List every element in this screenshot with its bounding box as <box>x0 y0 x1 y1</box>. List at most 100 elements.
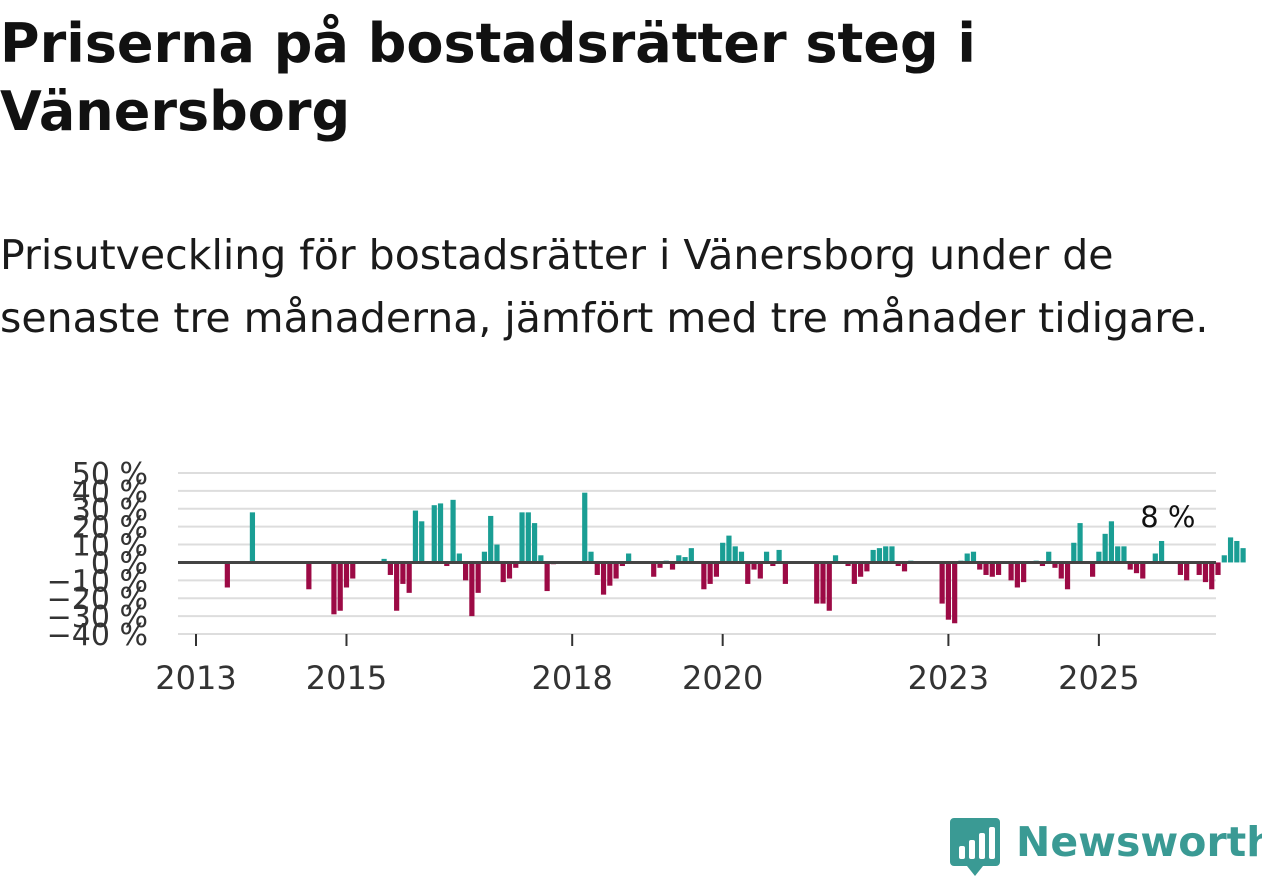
bar <box>1115 546 1121 563</box>
bar <box>939 562 945 604</box>
bar <box>763 551 770 563</box>
bar <box>883 546 889 563</box>
bar <box>1127 562 1133 570</box>
bar <box>676 555 682 563</box>
bar <box>412 510 419 563</box>
bar <box>876 548 883 563</box>
bar <box>1133 562 1140 574</box>
bar <box>870 549 876 563</box>
bar <box>331 562 337 615</box>
bar <box>494 544 500 563</box>
bar <box>701 562 707 590</box>
bar <box>1021 562 1027 583</box>
bar <box>1039 562 1046 567</box>
chart-subtitle: Prisutveckling för bostadsrätter i Väner… <box>0 231 1209 342</box>
x-tick-label: 2018 <box>531 659 612 697</box>
bar <box>619 562 625 567</box>
y-tick-label: −40 % <box>47 618 148 653</box>
bar <box>431 505 437 563</box>
bar <box>1152 553 1158 563</box>
bar <box>1177 562 1183 575</box>
bar <box>832 555 839 563</box>
bar <box>770 562 776 567</box>
x-tick-label: 2023 <box>908 659 989 697</box>
bar <box>1102 533 1108 563</box>
bar <box>613 562 619 579</box>
bar <box>1014 562 1020 588</box>
bar <box>600 562 607 595</box>
bar <box>626 553 632 563</box>
bar-chart: 50 %40 %30 %20 %10 %0 %−10 %−20 %−30 %−4… <box>47 457 1246 697</box>
annotation-label: 8 % <box>1140 500 1195 534</box>
bar <box>707 562 713 584</box>
bar <box>1108 521 1115 563</box>
bar <box>651 562 657 577</box>
bar <box>519 512 525 563</box>
bar <box>820 562 826 604</box>
bar <box>506 562 513 579</box>
bar <box>513 562 519 568</box>
bar <box>481 551 488 563</box>
x-tick-label: 2015 <box>306 659 387 697</box>
bar <box>745 562 751 584</box>
bar <box>306 562 312 590</box>
bar <box>350 562 356 579</box>
bar <box>682 557 688 563</box>
bar <box>1140 562 1146 579</box>
bar <box>607 562 613 586</box>
bar <box>776 549 782 563</box>
bar <box>1090 562 1096 577</box>
bar <box>469 562 475 617</box>
bar <box>1227 537 1234 563</box>
newsworthy-logo[interactable]: Newsworthy <box>950 818 1262 880</box>
bar <box>400 562 406 584</box>
bar <box>475 562 481 593</box>
bar <box>463 562 469 581</box>
chart-title: Priserna på bostadsrätter steg i Vänersb… <box>0 12 976 143</box>
bar <box>588 551 594 563</box>
bar <box>1077 523 1083 563</box>
bar <box>1215 562 1221 575</box>
bar <box>394 562 400 611</box>
bar <box>594 562 600 575</box>
bar <box>964 553 970 563</box>
bar <box>488 515 494 563</box>
bar <box>851 562 857 584</box>
bar <box>1121 546 1127 563</box>
bar <box>977 562 983 570</box>
bar <box>531 523 538 563</box>
y-tick-label: 50 % <box>72 457 148 492</box>
bar <box>889 546 895 563</box>
axes <box>178 560 1216 646</box>
x-tick-label: 2020 <box>682 659 763 697</box>
x-tick-label: 2025 <box>1058 659 1139 697</box>
y-tick-label: 30 % <box>72 493 148 528</box>
brand-name: Newsworthy <box>1016 818 1262 866</box>
bar <box>757 562 763 579</box>
bar <box>952 562 958 624</box>
bar <box>387 562 393 575</box>
bar <box>1209 562 1215 590</box>
bar <box>406 562 412 593</box>
y-tick-label: 0 % <box>91 546 148 581</box>
bar <box>713 562 720 577</box>
bar <box>688 548 694 563</box>
bar <box>1046 551 1052 563</box>
bar <box>751 562 757 570</box>
bar <box>901 562 908 572</box>
x-tick-label: 2013 <box>155 659 236 697</box>
bar <box>983 562 989 575</box>
bar <box>1202 562 1209 583</box>
bar <box>1184 562 1190 581</box>
bar <box>437 503 444 563</box>
bar <box>224 562 230 588</box>
bar <box>1071 542 1077 563</box>
labels: 50 %40 %30 %20 %10 %0 %−10 %−20 %−30 %−4… <box>47 457 1196 697</box>
bar <box>1240 548 1246 563</box>
bar <box>381 558 387 563</box>
y-tick-label: −20 % <box>47 582 148 617</box>
bar <box>995 562 1002 575</box>
bar <box>726 535 732 563</box>
bar <box>343 562 350 588</box>
bar <box>657 562 663 568</box>
